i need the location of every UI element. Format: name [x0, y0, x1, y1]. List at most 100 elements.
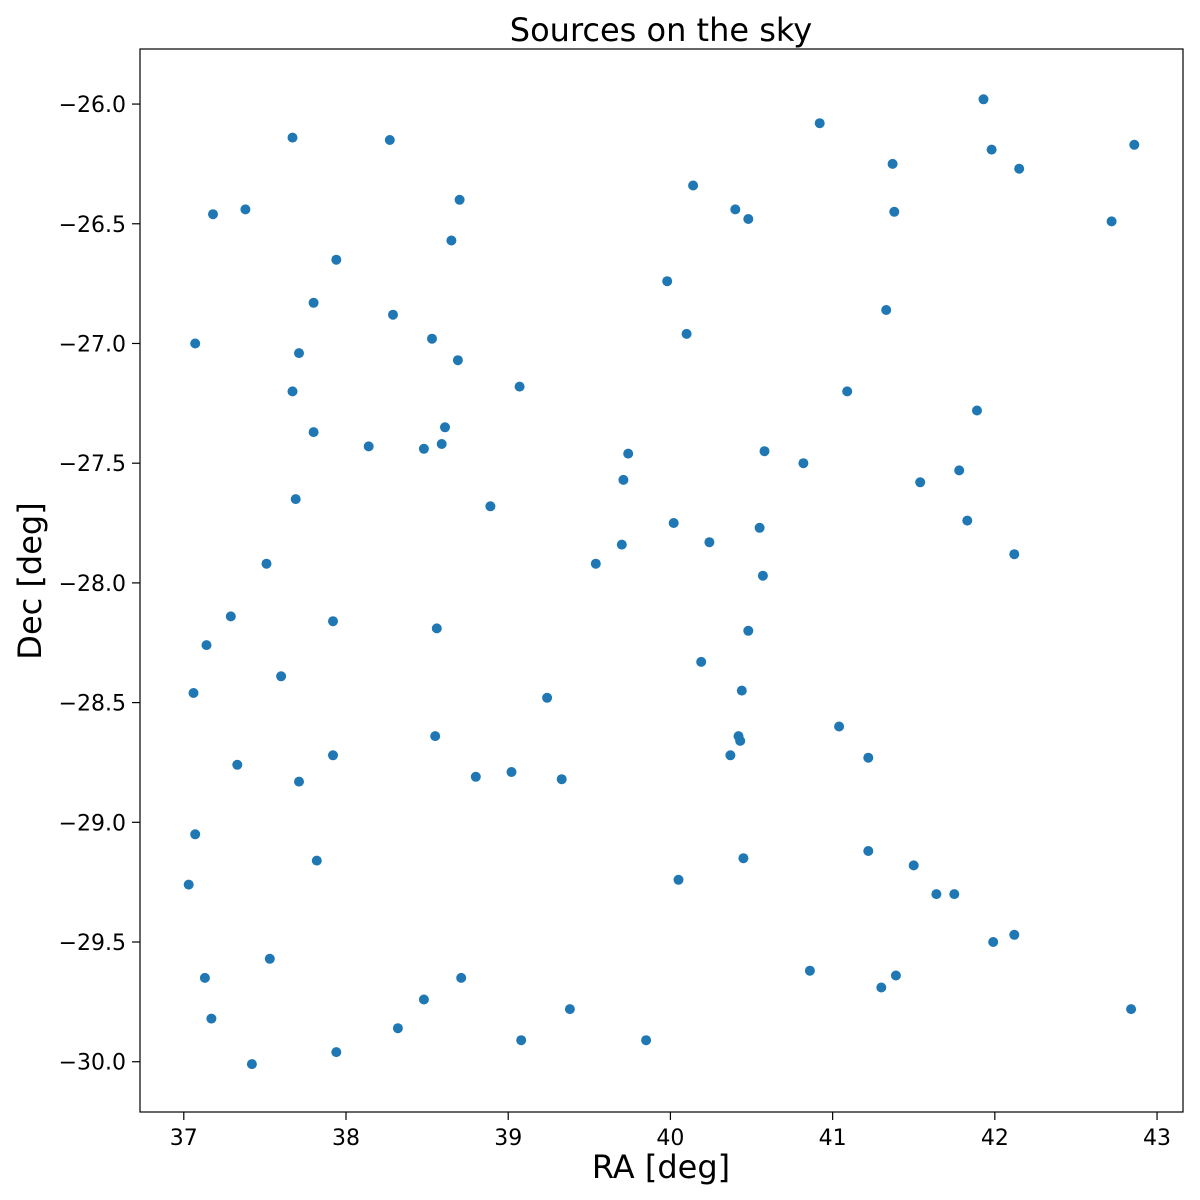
x-tick-label: 40: [656, 1126, 684, 1151]
x-tick-label: 42: [981, 1126, 1009, 1151]
x-tick-label: 41: [819, 1126, 847, 1151]
data-point: [881, 305, 892, 315]
data-point: [735, 735, 746, 746]
data-point: [641, 1035, 652, 1046]
x-tick-label: 38: [332, 1126, 360, 1151]
data-point: [201, 640, 212, 651]
data-point: [308, 297, 319, 308]
data-point: [743, 625, 754, 636]
data-point: [1009, 929, 1020, 940]
data-point: [246, 1059, 257, 1070]
data-point: [962, 515, 973, 526]
data-point: [418, 994, 429, 1005]
y-axis-ticks: −26.0 −26.5 −27.0 −27.5 −28.0 −28.5 −29.0 −29.5…: [59, 93, 140, 1076]
data-point: [190, 338, 201, 349]
data-point: [430, 731, 441, 742]
points-layer: [183, 94, 1140, 1070]
data-point: [564, 1004, 575, 1015]
data-point: [328, 750, 338, 761]
data-point: [681, 328, 692, 339]
data-point: [384, 135, 395, 145]
y-tick-label: −30.0: [59, 1051, 126, 1076]
data-point: [908, 860, 919, 871]
data-point: [183, 879, 194, 890]
data-point: [863, 752, 874, 763]
data-point: [876, 982, 887, 993]
data-point: [456, 972, 467, 983]
data-point: [890, 970, 901, 981]
data-point: [704, 537, 715, 548]
data-point: [730, 204, 741, 215]
data-point: [199, 972, 210, 983]
data-point: [470, 771, 481, 782]
data-point: [392, 1023, 403, 1034]
data-point: [834, 721, 845, 732]
data-point: [454, 194, 465, 205]
data-point: [814, 118, 825, 129]
data-point: [804, 965, 815, 976]
x-axis-ticks: 37 38 39 40 41 42 43: [170, 1112, 1171, 1151]
data-point: [1009, 549, 1020, 560]
x-axis-label: RA [deg]: [592, 1148, 730, 1186]
data-point: [949, 889, 960, 900]
data-point: [757, 570, 768, 581]
data-point: [328, 616, 338, 627]
data-point: [261, 558, 272, 569]
data-point: [331, 254, 342, 265]
data-point: [842, 386, 853, 397]
data-point: [542, 692, 553, 703]
data-point: [915, 477, 926, 488]
data-point: [294, 348, 304, 359]
data-point: [436, 439, 447, 449]
data-point: [363, 441, 374, 452]
data-point: [556, 774, 567, 785]
data-point: [986, 144, 997, 155]
data-point: [931, 889, 942, 900]
data-point: [696, 656, 707, 667]
data-point: [264, 953, 275, 964]
chart-title: Sources on the sky: [510, 11, 812, 49]
data-point: [290, 494, 301, 505]
data-point: [418, 443, 429, 454]
x-tick-label: 43: [1143, 1126, 1171, 1151]
y-tick-label: −26.0: [59, 93, 126, 118]
data-point: [431, 623, 442, 634]
data-point: [738, 853, 749, 864]
y-tick-label: −28.5: [59, 692, 126, 717]
data-point: [485, 501, 496, 512]
y-tick-label: −28.0: [59, 572, 126, 597]
plot-area-frame: [139, 48, 1184, 1113]
y-tick-label: −26.5: [59, 213, 126, 238]
data-point: [954, 465, 965, 476]
data-point: [388, 309, 398, 320]
data-point: [446, 235, 457, 246]
data-point: [190, 829, 201, 840]
data-point: [331, 1047, 342, 1058]
data-point: [208, 209, 218, 220]
data-point: [798, 458, 809, 469]
data-point: [978, 94, 989, 105]
data-point: [225, 611, 236, 622]
data-point: [754, 522, 765, 533]
data-point: [427, 333, 437, 344]
data-point: [1129, 139, 1140, 150]
y-tick-label: −27.0: [59, 332, 126, 357]
data-point: [294, 776, 304, 787]
data-point: [1014, 163, 1025, 174]
data-point: [188, 688, 199, 698]
data-point: [618, 474, 629, 485]
data-point: [287, 386, 298, 397]
x-tick-label: 39: [494, 1126, 522, 1151]
y-axis-label: Dec [deg]: [11, 502, 49, 659]
data-point: [452, 355, 463, 366]
data-point: [988, 937, 999, 947]
data-point: [232, 759, 243, 770]
data-point: [1106, 216, 1117, 227]
data-point: [889, 206, 900, 217]
data-point: [506, 767, 517, 777]
data-point: [206, 1013, 217, 1024]
data-point: [759, 446, 770, 457]
data-point: [240, 204, 251, 215]
data-point: [623, 448, 634, 459]
